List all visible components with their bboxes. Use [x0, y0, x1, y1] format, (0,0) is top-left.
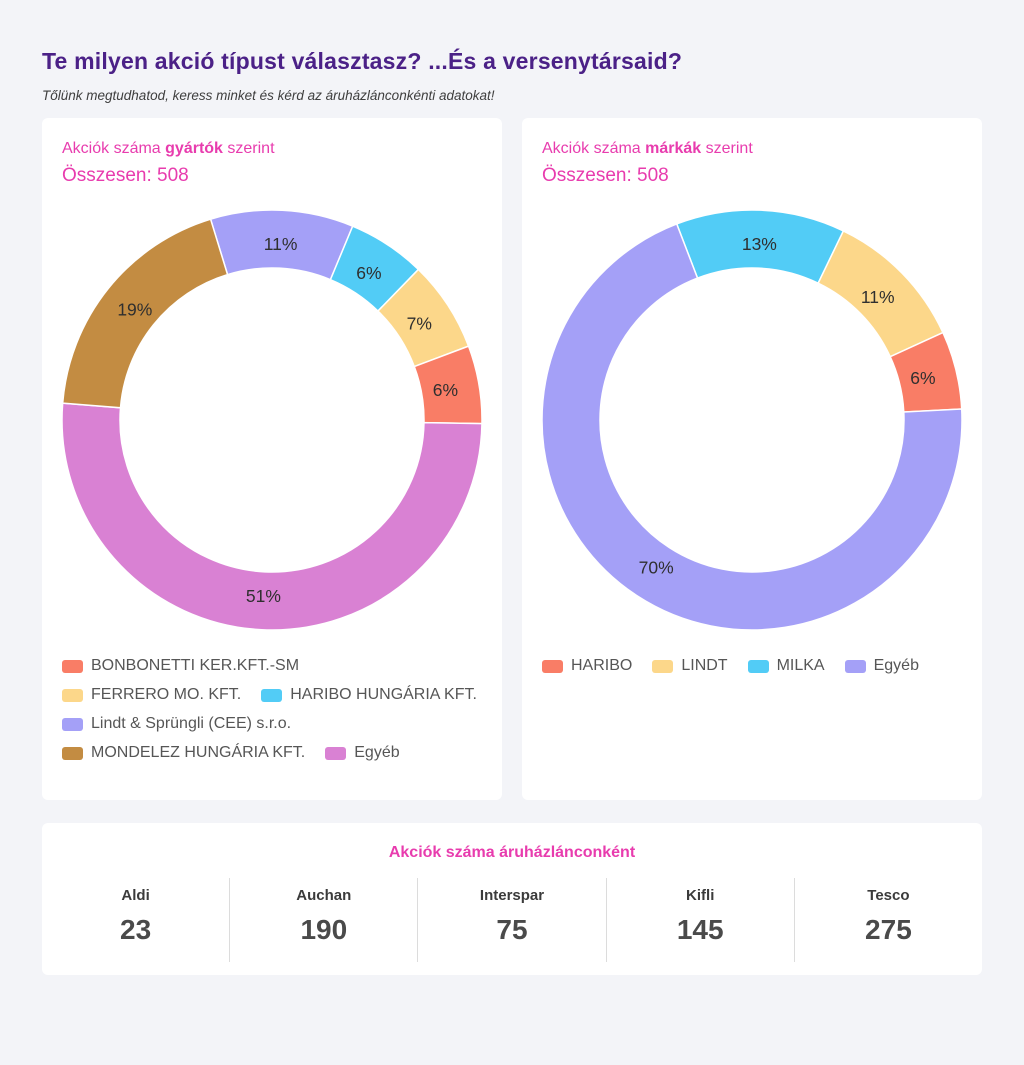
legend-row: FERRERO MO. KFT. HARIBO HUNGÁRIA KFT. — [62, 686, 482, 704]
chart-title-bold: márkák — [645, 140, 702, 157]
segment-percent-label: 51% — [246, 586, 281, 606]
page-subtitle: Tőlünk megtudhatod, keress minket és kér… — [42, 88, 495, 103]
card-brands: Akciók száma márkák szerint Összesen: 50… — [522, 118, 982, 800]
page: Te milyen akció típust választasz? ...És… — [0, 46, 1024, 975]
chart-title-suffix: szerint — [222, 140, 275, 157]
legend-swatch-icon — [747, 659, 769, 673]
stat-value: 75 — [496, 914, 528, 945]
legend-item-egy-b[interactable]: Egyéb — [325, 744, 400, 762]
segment-percent-label: 6% — [910, 368, 935, 388]
chart-total-manufacturers: Összesen: 508 — [62, 165, 189, 186]
segment-percent-label: 7% — [407, 314, 432, 334]
stat-column-kifli: Kifli 145 — [605, 878, 794, 962]
legend-item-lindt[interactable]: LINDT — [652, 657, 728, 675]
stat-column-aldi: Aldi 23 — [42, 878, 229, 962]
legend-item-egy-b[interactable]: Egyéb — [844, 657, 919, 675]
stat-name: Interspar — [479, 887, 545, 904]
segment-percent-label: 13% — [742, 234, 777, 254]
legend-row: HARIBO LINDT MILKA Egyéb — [542, 657, 962, 675]
chart-title-manufacturers: Akciók száma gyártók szerint — [62, 138, 482, 159]
segment-percent-label: 6% — [356, 263, 381, 283]
legend-item-haribo[interactable]: HARIBO — [542, 657, 632, 675]
legend-label: Lindt & Sprüngli (CEE) s.r.o. — [91, 715, 292, 732]
segment-percent-label: 11% — [861, 287, 895, 307]
legend-manufacturers: BONBONETTI KER.KFT.-SM FERRERO MO. KFT. HA… — [62, 657, 482, 762]
legend-swatch-icon — [542, 659, 563, 673]
stats-card: Akciók száma áruházlánconként Aldi 23 Auch… — [42, 823, 982, 975]
stat-value: 145 — [676, 914, 724, 945]
chart-title-suffix: szerint — [701, 140, 753, 157]
legend-swatch-icon — [261, 688, 283, 702]
legend-label: FERRERO MO. KFT. — [91, 686, 242, 703]
legend-item-haribo-hung-ria-kft-[interactable]: HARIBO HUNGÁRIA KFT. — [261, 686, 477, 704]
chart-title-prefix: Akciók száma — [62, 140, 166, 157]
legend-row: Lindt & Sprüngli (CEE) s.r.o. — [62, 715, 482, 733]
legend-label: MILKA — [776, 657, 825, 674]
legend-swatch-icon — [844, 659, 866, 673]
donut-chart-manufacturers[interactable]: 11% 6% 7% 6% 51% 19% — [62, 210, 482, 630]
donut-segment-egy-b[interactable] — [62, 402, 482, 630]
legend-item-bonbonetti-ker-kft-sm[interactable]: BONBONETTI KER.KFT.-SM — [62, 657, 299, 675]
stat-name: Aldi — [121, 887, 150, 904]
legend-item-mondelez-hung-ria-kft-[interactable]: MONDELEZ HUNGÁRIA KFT. — [62, 744, 305, 762]
legend-label: LINDT — [681, 657, 728, 674]
legend-item-lindt-spr-ngli-cee-s-r-o-[interactable]: Lindt & Sprüngli (CEE) s.r.o. — [62, 715, 291, 733]
stats-title: Akciók száma áruházlánconként — [388, 844, 636, 861]
donut-segment-mondelez-hung-ria-kft-[interactable] — [62, 218, 229, 409]
chart-title-bold: gyártók — [165, 140, 223, 157]
legend-swatch-icon — [325, 746, 347, 760]
stat-name: Auchan — [296, 887, 352, 904]
stat-value: 190 — [300, 914, 348, 945]
page-title: Te milyen akció típust választasz? ...És… — [42, 48, 683, 74]
legend-swatch-icon — [62, 746, 83, 760]
legend-swatch-icon — [652, 659, 674, 673]
stat-column-interspar: Interspar 75 — [417, 878, 605, 962]
legend-label: HARIBO HUNGÁRIA KFT. — [290, 686, 477, 703]
donut-segment-egy-b[interactable] — [542, 222, 962, 630]
charts-row: Akciók száma gyártók szerint Összesen: 5… — [42, 118, 982, 800]
donut-chart-brands[interactable]: 13% 11% 6% 70% — [542, 210, 962, 630]
legend-swatch-icon — [62, 659, 83, 673]
segment-percent-label: 6% — [433, 380, 458, 400]
stat-column-tesco: Tesco 275 — [793, 878, 982, 962]
card-manufacturers: Akciók száma gyártók szerint Összesen: 5… — [42, 118, 502, 800]
segment-percent-label: 70% — [639, 558, 674, 578]
segment-percent-label: 11% — [264, 234, 298, 254]
legend-row: MONDELEZ HUNGÁRIA KFT. Egyéb — [62, 744, 482, 762]
legend-swatch-icon — [62, 717, 83, 731]
stat-name: Kifli — [686, 887, 715, 904]
chart-total-brands: Összesen: 508 — [542, 165, 669, 186]
stats-row: Aldi 23 Auchan 190 Interspar 75 Kifli 145 Tesco 2… — [42, 878, 982, 962]
legend-item-milka[interactable]: MILKA — [747, 657, 825, 675]
segment-percent-label: 19% — [117, 300, 152, 320]
stat-name: Tesco — [867, 887, 910, 904]
legend-label: Egyéb — [354, 744, 400, 761]
legend-label: BONBONETTI KER.KFT.-SM — [91, 657, 300, 674]
chart-title-brands: Akciók száma márkák szerint — [542, 138, 962, 159]
stat-value: 23 — [120, 914, 152, 945]
legend-label: HARIBO — [571, 657, 633, 674]
legend-item-ferrero-mo-kft-[interactable]: FERRERO MO. KFT. — [62, 686, 241, 704]
legend-label: Egyéb — [873, 657, 919, 674]
chart-title-prefix: Akciók száma — [542, 140, 646, 157]
legend-row: BONBONETTI KER.KFT.-SM — [62, 657, 482, 675]
stat-value: 275 — [865, 914, 912, 945]
legend-brands: HARIBO LINDT MILKA Egyéb — [542, 657, 962, 675]
legend-label: MONDELEZ HUNGÁRIA KFT. — [91, 744, 306, 761]
stat-column-auchan: Auchan 190 — [229, 878, 417, 962]
legend-swatch-icon — [62, 688, 83, 702]
